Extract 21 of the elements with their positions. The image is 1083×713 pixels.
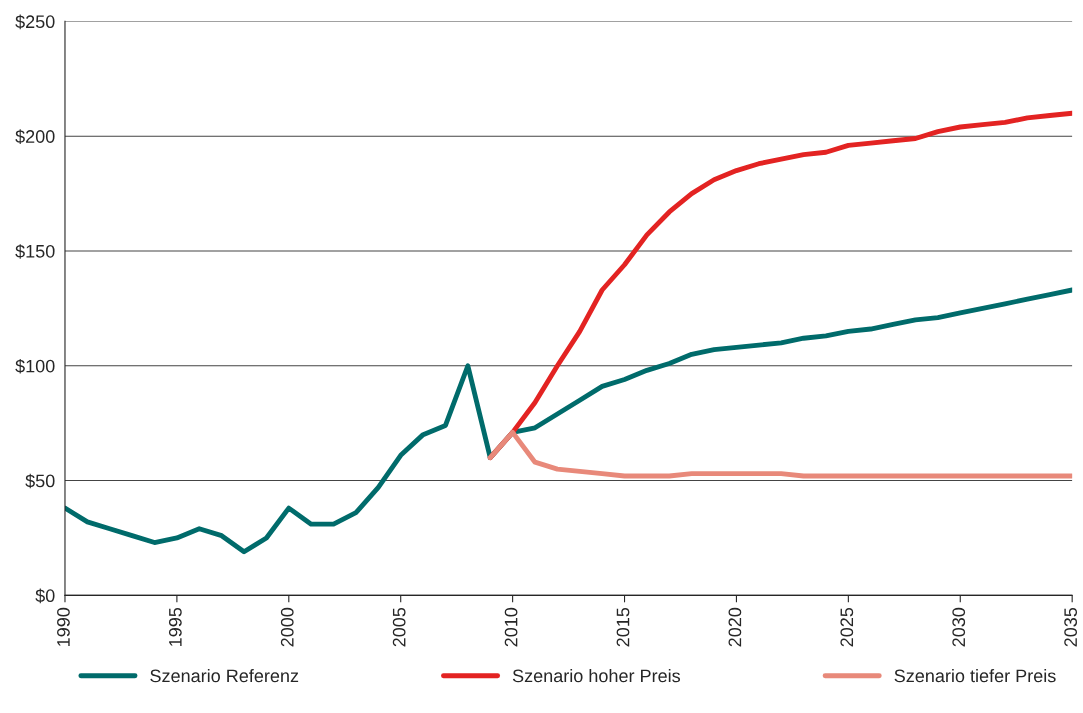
y-tick-label: $0: [35, 588, 55, 604]
x-tick-label: 2000: [280, 607, 294, 647]
legend-label: Szenario tiefer Preis: [894, 669, 1056, 683]
legend-label: Szenario Referenz: [150, 669, 299, 683]
line-series: [64, 287, 1073, 555]
y-tick-label: $200: [15, 129, 55, 144]
y-tick-label: $250: [15, 14, 55, 30]
x-tick-label: 2020: [728, 607, 742, 647]
x-tick-label: 2030: [952, 607, 966, 647]
y-tick-label: $100: [15, 358, 55, 374]
legend-label: Szenario hoher Preis: [512, 669, 681, 683]
x-tick-label: 2015: [616, 607, 630, 647]
x-tick-label: 2005: [392, 607, 406, 647]
x-tick-label: 2010: [504, 607, 518, 647]
y-tick-label: $150: [15, 244, 55, 259]
line-series: [487, 429, 1073, 479]
x-tick-label: 2025: [840, 607, 854, 647]
x-tick-label: 1995: [168, 607, 182, 646]
x-tick-label: 1990: [57, 607, 70, 646]
x-tick-label: 2035: [1064, 607, 1078, 647]
y-tick-label: $50: [25, 473, 55, 489]
